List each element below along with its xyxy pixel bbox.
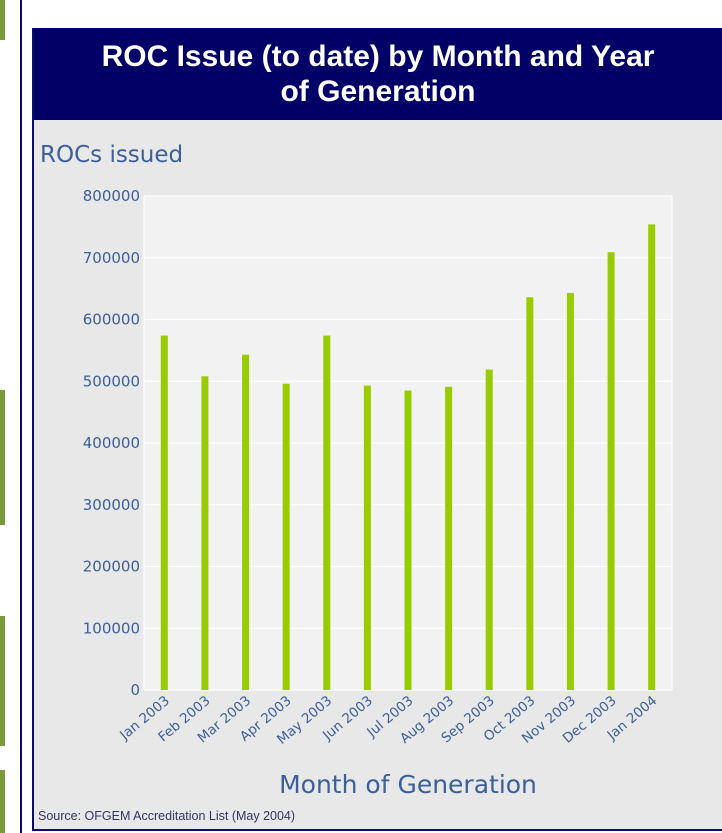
chart-panel: ROC Issue (to date) by Month and Year of…: [32, 28, 722, 831]
bar: [201, 376, 209, 690]
title-bar: ROC Issue (to date) by Month and Year of…: [34, 28, 722, 120]
source-note: Source: OFGEM Accreditation List (May 20…: [38, 809, 296, 823]
bar: [648, 224, 656, 690]
bar: [566, 292, 574, 690]
x-axis-title: Month of Generation: [279, 770, 537, 799]
y-tick-label: 200000: [83, 558, 140, 576]
edge-strip: [0, 770, 5, 833]
bar: [242, 354, 250, 690]
bar: [323, 335, 331, 690]
bars: [160, 224, 656, 690]
y-tick-label: 400000: [83, 434, 140, 452]
edge-strip: [0, 0, 5, 40]
bar: [404, 390, 412, 690]
edge-strip: [0, 616, 5, 746]
y-tick-label: 700000: [83, 249, 140, 267]
bar: [363, 385, 371, 690]
y-tick-label: 0: [130, 681, 140, 699]
y-tick-label: 600000: [83, 311, 140, 329]
bar: [160, 335, 168, 690]
y-axis-title: ROCs issued: [40, 142, 183, 168]
y-tick-label: 800000: [83, 187, 140, 205]
y-tick-label: 100000: [83, 619, 140, 637]
bar: [282, 383, 290, 690]
y-tick-label: 500000: [83, 372, 140, 390]
edge-strip: [0, 390, 5, 525]
y-tick-label: 300000: [83, 496, 140, 514]
bar: [485, 369, 493, 690]
bar: [607, 252, 615, 690]
chart-title: ROC Issue (to date) by Month and Year of…: [101, 40, 655, 108]
bar-chart: 0 100000 200000 300000 400000 500000 600000 700…: [40, 142, 673, 799]
bar: [526, 297, 534, 690]
y-tick-labels: 0 100000 200000 300000 400000 500000 600000 700…: [83, 187, 140, 699]
bar: [445, 386, 453, 690]
left-border-rule: [20, 0, 22, 833]
